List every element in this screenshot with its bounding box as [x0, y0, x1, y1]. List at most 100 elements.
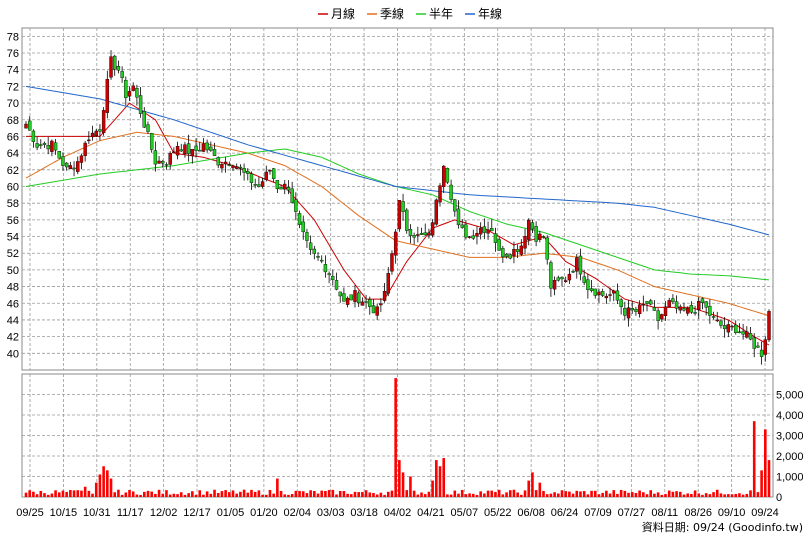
candle-body — [682, 308, 686, 311]
candle-body — [283, 183, 287, 190]
volume-bar — [257, 490, 261, 497]
y-tick-label: 46 — [7, 298, 19, 310]
x-tick-label: 01/20 — [250, 507, 278, 519]
candle-body — [508, 254, 512, 259]
volume-bar — [453, 490, 457, 497]
ma-line-季線 — [25, 131, 770, 317]
volume-bar — [102, 466, 105, 497]
candle-body — [619, 299, 623, 308]
volume-bar — [65, 491, 68, 497]
volume-bar — [756, 492, 760, 497]
candle-body — [39, 144, 43, 146]
candle-body — [623, 308, 627, 316]
candle-body — [257, 184, 261, 187]
volume-bar — [57, 492, 61, 497]
volume-bar — [667, 490, 671, 497]
volume-bar — [24, 492, 28, 497]
candle-body — [711, 316, 716, 318]
candle-body — [360, 301, 365, 306]
volume-bar — [154, 493, 157, 497]
x-tick-label: 03/03 — [317, 507, 345, 519]
volume-bar — [534, 490, 538, 497]
x-tick-label: 07/09 — [584, 507, 612, 519]
candle-body — [168, 152, 172, 165]
volume-bar — [460, 489, 464, 497]
y-tick-label: 54 — [7, 232, 19, 244]
volume-bar — [438, 466, 442, 497]
candle-body — [231, 165, 235, 169]
candle-body — [390, 253, 394, 272]
volume-bar — [372, 493, 375, 497]
candle-body — [549, 262, 553, 289]
y-tick-label: 50 — [7, 265, 19, 277]
volume-bar — [556, 493, 560, 497]
volume-bar — [727, 494, 730, 497]
volume-bar — [242, 489, 246, 497]
volume-bar — [749, 490, 752, 497]
volume-bar — [697, 493, 701, 497]
volume-bar — [638, 490, 641, 497]
candle-body — [430, 222, 435, 236]
candle-body — [286, 187, 291, 191]
volume-bar — [427, 491, 431, 497]
volume-bar — [616, 493, 619, 497]
x-tick-label: 07/27 — [618, 507, 646, 519]
candle-body — [294, 199, 298, 212]
volume-bar — [471, 493, 475, 497]
volume-bar — [239, 491, 242, 497]
candle-body — [615, 290, 620, 301]
candle-body — [61, 156, 65, 166]
y-tick-label: 42 — [7, 332, 19, 344]
volume-bar — [479, 491, 482, 497]
candle-body — [235, 166, 239, 169]
volume-bar — [708, 494, 712, 497]
x-tick-label: 05/22 — [484, 507, 512, 519]
candle-body — [656, 310, 660, 321]
candle-body — [708, 305, 712, 316]
candle-body — [730, 325, 734, 328]
candle-body — [142, 110, 146, 128]
candle-body — [120, 71, 124, 78]
candle-body — [76, 161, 80, 172]
candle-body — [338, 291, 342, 297]
volume-bar — [128, 490, 131, 497]
candle-body — [527, 219, 531, 240]
volume-bar — [316, 493, 320, 497]
candle-body — [685, 308, 690, 314]
volume-bar — [165, 490, 168, 497]
volume-tick-label: 4,000 — [776, 410, 804, 422]
volume-bar — [50, 493, 54, 497]
volume-bar — [483, 493, 486, 497]
volume-bar — [527, 480, 531, 497]
x-tick-label: 06/08 — [517, 507, 545, 519]
y-tick-label: 78 — [7, 31, 19, 43]
candle-body — [612, 290, 616, 294]
volume-bar — [435, 460, 438, 497]
candle-body — [700, 298, 705, 303]
candle-body — [124, 79, 128, 99]
candle-body — [198, 149, 202, 152]
volume-bar — [767, 460, 771, 497]
candle-body — [375, 306, 379, 316]
volume-bar — [553, 492, 556, 497]
volume-bar — [202, 494, 205, 497]
volume-bars — [24, 378, 771, 497]
volume-bar — [205, 491, 209, 497]
y-tick-label: 52 — [7, 248, 19, 260]
volume-bar — [120, 494, 124, 497]
candle-body — [135, 88, 139, 98]
volume-bar — [608, 493, 612, 497]
volume-bar — [468, 493, 471, 497]
price-y-axis: 40 42 44 46 48 50 52 54 56 58 60 62 64 66 68 70 72 74 76 78 — [7, 31, 19, 360]
volume-bar — [678, 491, 682, 497]
legend-label: 月線 — [331, 6, 355, 21]
candle-body — [678, 306, 682, 311]
volume-bar — [353, 491, 357, 497]
volume-bar — [276, 478, 279, 497]
volume-bar — [752, 421, 756, 497]
volume-bar — [512, 489, 516, 497]
candle-body — [704, 301, 708, 308]
x-tick-label: 10/31 — [83, 507, 111, 519]
volume-bar — [287, 494, 290, 497]
